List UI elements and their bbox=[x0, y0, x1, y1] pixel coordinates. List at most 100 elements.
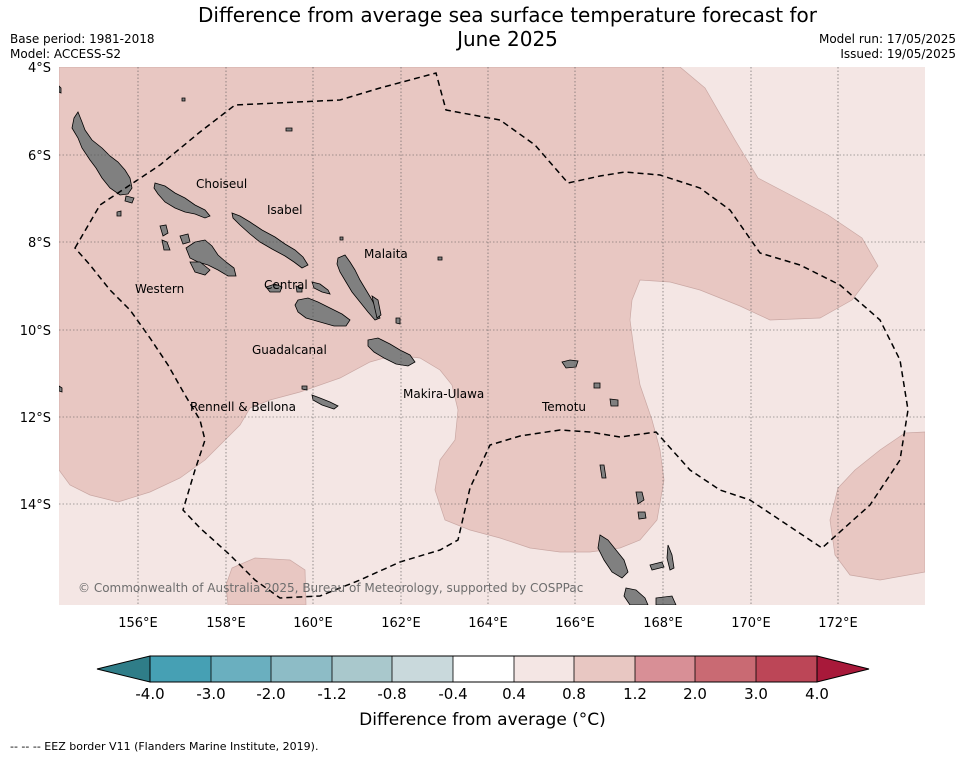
lon-label-160e: 160°E bbox=[293, 616, 333, 631]
colorbar-bin-11 bbox=[756, 656, 817, 682]
chart-title: Difference from average sea surface temp… bbox=[150, 3, 865, 51]
colorbar-tick-2: -3.0 bbox=[196, 685, 225, 703]
colorbar-tick-4: -1.2 bbox=[317, 685, 346, 703]
island-western-small-2 bbox=[161, 239, 171, 251]
lon-label-158e: 158°E bbox=[206, 616, 246, 631]
title-line-2: June 2025 bbox=[457, 27, 558, 51]
island-vanuatu-2 bbox=[635, 491, 645, 505]
island-western-small-1 bbox=[159, 224, 169, 237]
island-small-malaita bbox=[371, 295, 382, 319]
lon-label-172e: 172°E bbox=[818, 616, 858, 631]
island-vanuatu-3 bbox=[637, 511, 647, 520]
island-rennell bbox=[311, 394, 339, 410]
lon-label-164e: 164°E bbox=[468, 616, 508, 631]
island-bellona bbox=[301, 385, 308, 391]
model-name: Model: ACCESS-S2 bbox=[10, 47, 122, 61]
island-western-north bbox=[71, 111, 133, 196]
colorbar-bin-10 bbox=[695, 656, 756, 682]
colorbar-tick-9: 1.2 bbox=[623, 685, 647, 703]
anomaly-region-0-8-1-2-south bbox=[225, 557, 307, 605]
meta-left: Base period: 1981-2018 Model: ACCESS-S2 bbox=[10, 32, 155, 62]
island-vanuatu-7 bbox=[655, 595, 677, 605]
colorbar-tick-12: 4.0 bbox=[805, 685, 829, 703]
colorbar-arrow-high bbox=[816, 655, 870, 683]
colorbar-arrow-low bbox=[96, 655, 151, 683]
colorbar-tick-11: 3.0 bbox=[744, 685, 768, 703]
island-vanuatu-6 bbox=[623, 587, 649, 605]
island-isabel bbox=[231, 212, 309, 269]
island-vanuatu-4 bbox=[649, 561, 665, 571]
colorbar-bin-6 bbox=[453, 656, 514, 682]
island-vanuatu-5 bbox=[666, 544, 675, 571]
island-vanuatu-8 bbox=[599, 464, 607, 479]
colorbar-bin-4 bbox=[332, 656, 392, 682]
island-santa-cruz bbox=[561, 359, 579, 369]
colorbar-dividers bbox=[210, 656, 757, 682]
lat-label-10s: 10°S bbox=[20, 324, 51, 339]
colorbar-bin-1 bbox=[150, 656, 211, 682]
island-sikaiana bbox=[437, 256, 443, 261]
land bbox=[59, 85, 677, 605]
map-area bbox=[59, 67, 925, 605]
island-left-edge-south bbox=[59, 385, 63, 393]
place-rennell-bellona: Rennell & Bellona bbox=[190, 400, 296, 414]
colorbar-tick-7: 0.4 bbox=[502, 685, 526, 703]
colorbar-bin-3 bbox=[271, 656, 332, 682]
island-temotu-2 bbox=[593, 382, 601, 389]
place-western: Western bbox=[135, 282, 184, 296]
colorbar-bin-2 bbox=[211, 656, 271, 682]
copyright-notice: © Commonwealth of Australia 2025, Bureau… bbox=[78, 581, 584, 595]
island-western-small-5 bbox=[116, 210, 122, 217]
place-makira-ulawa: Makira-Ulawa bbox=[403, 387, 484, 401]
lat-label-6s: 6°S bbox=[28, 149, 51, 164]
colorbar-bin-7 bbox=[514, 656, 574, 682]
colorbar-bin-9 bbox=[635, 656, 695, 682]
latitude-labels: 4°S 6°S 8°S 10°S 12°S 14°S bbox=[20, 61, 51, 513]
eez-legend-note: -- -- -- EEZ border V11 (Flanders Marine… bbox=[10, 740, 319, 753]
issued-date: Issued: 19/05/2025 bbox=[840, 47, 956, 61]
place-isabel: Isabel bbox=[267, 203, 302, 217]
title-line-1: Difference from average sea surface temp… bbox=[197, 3, 817, 27]
colorbar-tick-8: 0.8 bbox=[562, 685, 586, 703]
lon-label-162e: 162°E bbox=[381, 616, 421, 631]
anomaly-region-0-8-1-2-east bbox=[829, 431, 925, 581]
island-choiseul bbox=[153, 182, 211, 219]
island-makira bbox=[367, 337, 416, 367]
island-vanuatu-1 bbox=[597, 534, 629, 579]
colorbar-outline bbox=[149, 655, 818, 683]
colorbar-ticks: -4.0 -3.0 -2.0 -1.2 -0.8 -0.4 0.4 0.8 1.… bbox=[135, 685, 829, 703]
island-tiny-2 bbox=[285, 127, 293, 132]
island-western-small-4 bbox=[189, 261, 211, 276]
island-ontong bbox=[339, 236, 344, 241]
island-temotu-3 bbox=[609, 398, 619, 407]
place-temotu: Temotu bbox=[541, 400, 586, 414]
island-tiny-1 bbox=[181, 97, 186, 102]
island-guadalcanal bbox=[294, 297, 351, 327]
eez-border bbox=[74, 72, 909, 599]
lat-label-8s: 8°S bbox=[28, 236, 51, 251]
place-labels: Choiseul Isabel Malaita Western Central … bbox=[135, 177, 586, 414]
longitude-labels: 156°E 158°E 160°E 162°E 164°E 166°E 168°… bbox=[118, 616, 858, 631]
island-malaita bbox=[336, 254, 381, 321]
colorbar-bin-5 bbox=[392, 656, 453, 682]
colorbar-tick-5: -0.8 bbox=[377, 685, 406, 703]
lon-label-168e: 168°E bbox=[643, 616, 683, 631]
lat-label-14s: 14°S bbox=[20, 498, 51, 513]
lat-label-12s: 12°S bbox=[20, 411, 51, 426]
island-bougainville-edge bbox=[59, 85, 62, 94]
lon-label-156e: 156°E bbox=[118, 616, 158, 631]
base-period: Base period: 1981-2018 bbox=[10, 32, 155, 46]
colorbar-bin-8 bbox=[574, 656, 635, 682]
anomaly-region-0-8-1-2 bbox=[59, 67, 879, 553]
colorbar: -4.0 -3.0 -2.0 -1.2 -0.8 -0.4 0.4 0.8 1.… bbox=[96, 655, 870, 703]
island-ulawa bbox=[395, 317, 401, 325]
place-malaita: Malaita bbox=[364, 247, 408, 261]
island-florida bbox=[311, 281, 331, 295]
colorbar-tick-1: -4.0 bbox=[135, 685, 164, 703]
meta-right: Model run: 17/05/2025 Issued: 19/05/2025 bbox=[819, 32, 956, 62]
lon-label-170e: 170°E bbox=[731, 616, 771, 631]
place-guadalcanal: Guadalcanal bbox=[252, 343, 327, 357]
island-western-small-6 bbox=[124, 195, 135, 204]
lon-label-166e: 166°E bbox=[555, 616, 595, 631]
